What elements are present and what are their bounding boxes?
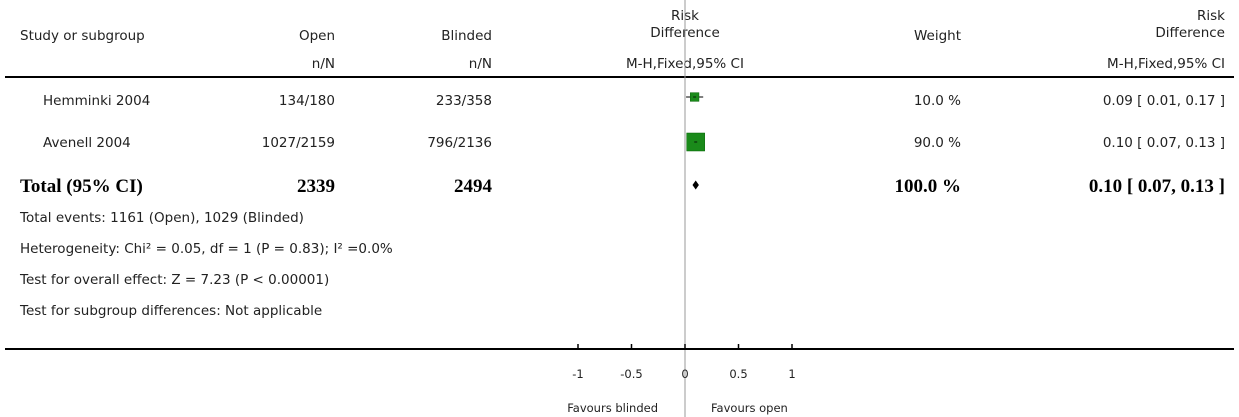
study-blinded: 796/2136 bbox=[427, 135, 492, 151]
header-study: Study or subgroup bbox=[20, 28, 145, 44]
total-label: Total (95% CI) bbox=[20, 176, 143, 197]
total-open: 2339 bbox=[297, 176, 335, 197]
x-tick-label: -0.5 bbox=[620, 367, 642, 381]
study-open: 1027/2159 bbox=[261, 135, 335, 151]
header-open-sub: n/N bbox=[311, 56, 335, 72]
x-tick-label: 0 bbox=[681, 367, 688, 381]
header-blinded-sub: n/N bbox=[468, 56, 492, 72]
header-open: Open bbox=[298, 28, 335, 44]
study-weight: 90.0 % bbox=[913, 135, 961, 151]
x-tick-label: -1 bbox=[572, 367, 583, 381]
study-weight: 10.0 % bbox=[913, 93, 961, 109]
total-result: 0.10 [ 0.07, 0.13 ] bbox=[1088, 176, 1225, 197]
pooled-diamond bbox=[692, 180, 699, 190]
note-total-events: Total events: 1161 (Open), 1029 (Blinded… bbox=[20, 210, 304, 226]
header-result-bottom: Difference bbox=[1155, 25, 1225, 41]
header-weight: Weight bbox=[913, 28, 961, 44]
total-blinded: 2494 bbox=[454, 176, 492, 197]
x-tick-label: 1 bbox=[788, 367, 795, 381]
study-name: Hemminki 2004 bbox=[43, 93, 151, 109]
favours-left: Favours blinded bbox=[567, 401, 658, 415]
note-heterogeneity: Heterogeneity: Chi² = 0.05, df = 1 (P = … bbox=[20, 241, 393, 257]
study-result: 0.10 [ 0.07, 0.13 ] bbox=[1102, 135, 1225, 151]
favours-right: Favours open bbox=[711, 401, 788, 415]
study-name: Avenell 2004 bbox=[43, 135, 131, 151]
x-tick-label: 0.5 bbox=[729, 367, 747, 381]
header-result-method: M-H,Fixed,95% CI bbox=[1107, 56, 1225, 72]
header-blinded: Blinded bbox=[441, 28, 492, 44]
note-overall-effect: Test for overall effect: Z = 7.23 (P < 0… bbox=[20, 272, 330, 288]
study-open: 134/180 bbox=[278, 93, 335, 109]
note-subgroup: Test for subgroup differences: Not appli… bbox=[20, 303, 323, 319]
header-result-top: Risk bbox=[1197, 8, 1225, 24]
header-rule bbox=[5, 76, 1234, 78]
total-weight: 100.0 % bbox=[894, 176, 962, 197]
study-blinded: 233/358 bbox=[435, 93, 492, 109]
study-result: 0.09 [ 0.01, 0.17 ] bbox=[1102, 93, 1225, 109]
